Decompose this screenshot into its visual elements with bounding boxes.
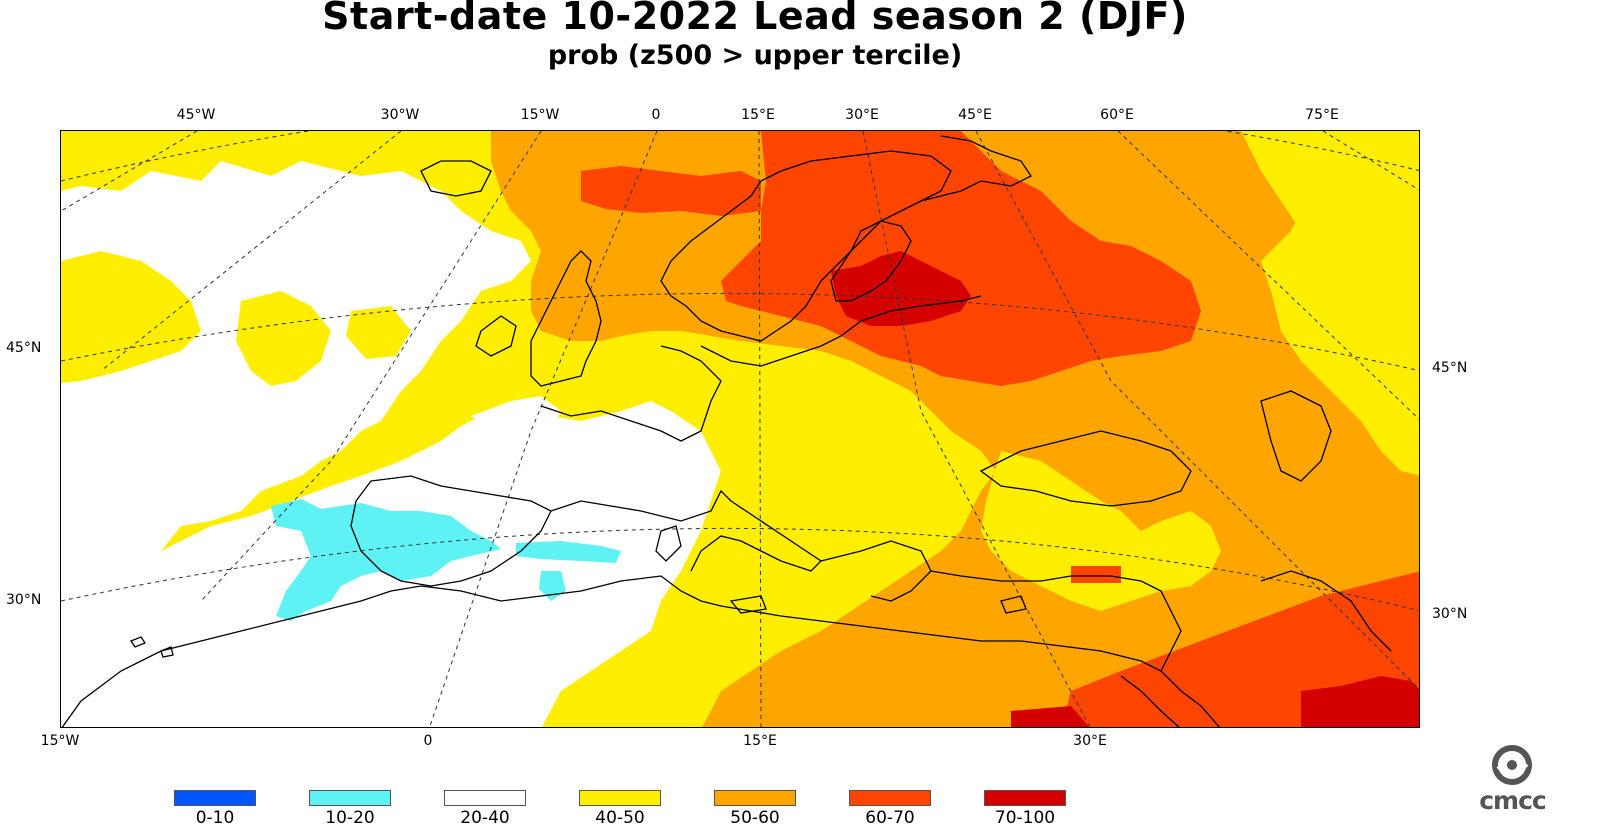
legend-item: 50-60: [700, 790, 810, 828]
right-lat-label: 45°N: [1432, 360, 1468, 376]
legend-swatch-10-20: [309, 790, 391, 806]
field-10-20-iberia: [271, 499, 501, 621]
legend-label: 40-50: [595, 808, 645, 828]
map-subtitle: prob (z500 > upper tercile): [547, 40, 963, 71]
legend-swatch-0-10: [174, 790, 256, 806]
field-60-70-scandinavia: [721, 131, 1201, 386]
legend-swatch-40-50: [579, 790, 661, 806]
field-70-100-southeast: [1301, 676, 1419, 727]
top-lon-label: 45°W: [176, 107, 216, 123]
map-frame: [60, 130, 1420, 728]
top-lon-label: 45°E: [958, 107, 992, 123]
color-legend: 0-10 10-20 20-40 40-50 50-60 60-70 70-10…: [160, 790, 1120, 840]
legend-label: 20-40: [460, 808, 510, 828]
graticule-parallels: [61, 131, 1419, 612]
legend-label: 60-70: [865, 808, 915, 828]
field-10-20-med: [516, 541, 621, 563]
field-40-50-atlantic-patch: [61, 251, 201, 383]
legend-item: 70-100: [970, 790, 1080, 828]
field-40-50-atlantic-patch: [346, 306, 411, 359]
probability-map: [61, 131, 1419, 727]
legend-label: 50-60: [730, 808, 780, 828]
legend-label: 70-100: [994, 808, 1056, 828]
field-40-50-europe: [542, 336, 931, 727]
field-40-50-atlantic-patch: [236, 291, 331, 386]
legend-item: 0-10: [160, 790, 270, 828]
field-70-100-southeast: [1011, 706, 1090, 727]
field-40-50-northeast: [1241, 131, 1419, 400]
left-lat-label: 45°N: [6, 340, 42, 356]
right-lat-label: 30°N: [1432, 606, 1468, 622]
legend-label: 0-10: [195, 808, 235, 828]
field-40-50-east: [981, 451, 1221, 611]
top-lon-label: 30°W: [380, 107, 420, 123]
legend-swatch-50-60: [714, 790, 796, 806]
top-lon-label: 0: [651, 107, 661, 123]
map-title: Start-date 10-2022 Lead season 2 (DJF): [322, 0, 1188, 38]
cmcc-logo: cmcc: [1455, 745, 1570, 815]
bottom-lon-label: 0: [423, 733, 433, 749]
bottom-lon-label: 15°W: [40, 733, 80, 749]
legend-swatch-60-70: [849, 790, 931, 806]
cmcc-logo-text: cmcc: [1479, 786, 1547, 815]
legend-item: 10-20: [295, 790, 405, 828]
coastlines: [61, 135, 1392, 727]
bottom-lon-label: 30°E: [1073, 733, 1107, 749]
top-lon-label: 60°E: [1100, 107, 1134, 123]
top-lon-label: 30°E: [845, 107, 879, 123]
bottom-lon-label: 15°E: [743, 733, 777, 749]
top-lon-label: 15°W: [520, 107, 560, 123]
field-60-70-patch: [1071, 566, 1121, 583]
legend-item: 60-70: [835, 790, 945, 828]
field-60-70-north: [581, 166, 761, 216]
field-70-100-baltic: [831, 251, 971, 326]
legend-label: 10-20: [325, 808, 375, 828]
top-lon-label: 15°E: [741, 107, 775, 123]
legend-item: 40-50: [565, 790, 675, 828]
left-lat-label: 30°N: [6, 592, 42, 608]
cmcc-swirl-icon: [1492, 745, 1532, 785]
legend-swatch-20-40: [444, 790, 526, 806]
top-lon-label: 75°E: [1305, 107, 1339, 123]
field-20-40-bay: [471, 396, 561, 436]
field-40-50-atlantic-patch: [61, 131, 201, 156]
legend-item: 20-40: [430, 790, 540, 828]
legend-swatch-70-100: [984, 790, 1066, 806]
